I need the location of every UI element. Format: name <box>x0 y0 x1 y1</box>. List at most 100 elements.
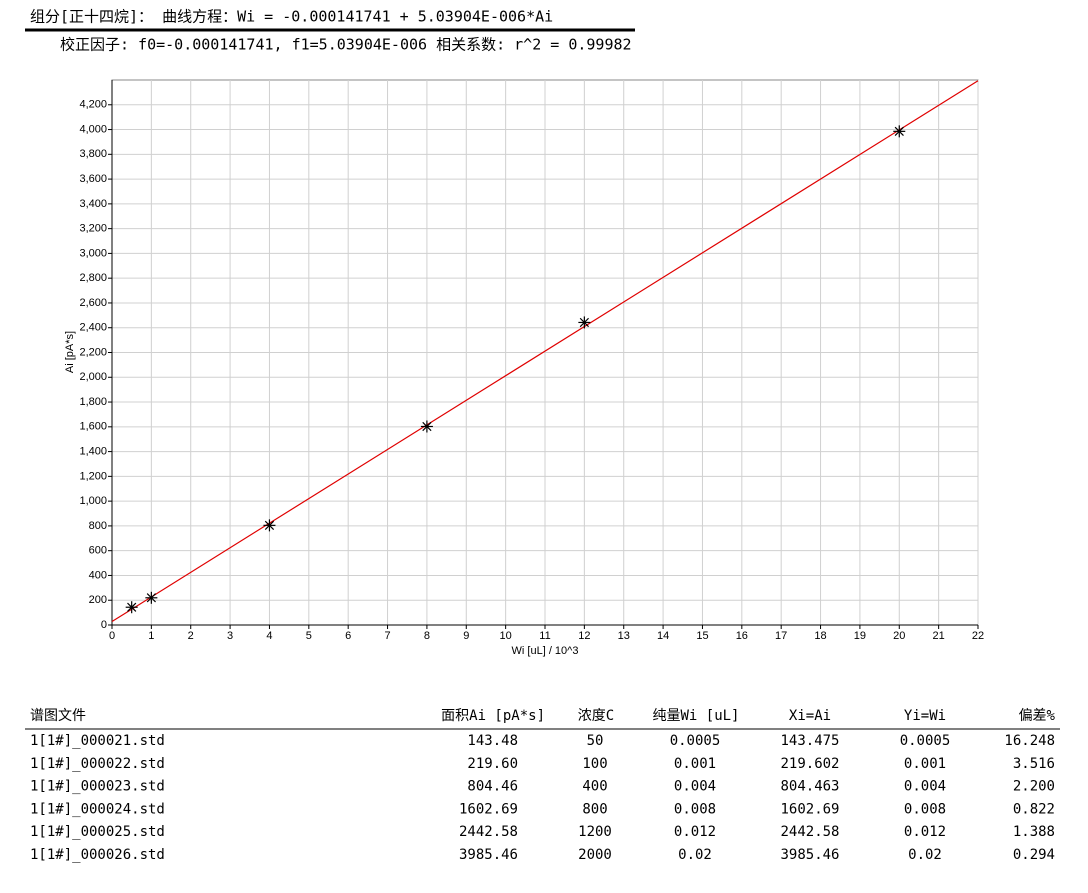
x-tick-label: 21 <box>933 630 945 642</box>
marker-stroke <box>579 317 589 328</box>
x-tick-label: 16 <box>736 630 748 642</box>
data-point <box>578 316 591 329</box>
x-tick-label: 1 <box>148 630 154 642</box>
y-tick-label: 4,200 <box>79 99 107 111</box>
x-tick-label: 9 <box>463 630 469 642</box>
y-tick-label: 4,000 <box>79 123 107 135</box>
y-axis-label: Ai [pA*s] <box>64 331 76 373</box>
x-tick-label: 12 <box>578 630 590 642</box>
y-tick-label: 1,600 <box>79 421 107 433</box>
x-tick-label: 8 <box>424 630 430 642</box>
table-cell: 804.46 <box>467 779 518 795</box>
y-tick-label: 200 <box>89 594 107 606</box>
table-cell: 1[1#]_000024.std <box>30 801 165 817</box>
table-cell: 0.0005 <box>670 733 721 749</box>
data-point <box>145 591 158 604</box>
table-cell: 3.516 <box>1013 756 1055 772</box>
y-tick-label: 3,000 <box>79 247 107 259</box>
x-tick-label: 17 <box>775 630 787 642</box>
table-cell: 1[1#]_000023.std <box>30 779 165 795</box>
table-cell: 800 <box>582 801 607 817</box>
table-cell: 219.60 <box>467 756 518 772</box>
table-cell: 0.008 <box>674 801 716 817</box>
table-header: 纯量Wi [uL] <box>652 708 739 724</box>
table-cell: 0.001 <box>674 756 716 772</box>
y-tick-label: 1,200 <box>79 470 107 482</box>
table-cell: 1.388 <box>1013 824 1055 840</box>
y-tick-label: 400 <box>89 569 107 581</box>
data-point <box>893 125 906 138</box>
table-cell: 400 <box>582 779 607 795</box>
y-tick-label: 3,200 <box>79 223 107 235</box>
table-cell: 1[1#]_000025.std <box>30 824 165 840</box>
x-tick-label: 15 <box>696 630 708 642</box>
table-cell: 2.200 <box>1013 779 1055 795</box>
y-tick-label: 800 <box>89 520 107 532</box>
x-tick-label: 18 <box>814 630 826 642</box>
table-header: 偏差% <box>1019 708 1056 724</box>
y-tick-label: 1,400 <box>79 445 107 457</box>
table-cell: 0.008 <box>904 801 946 817</box>
marker-stroke <box>894 126 904 136</box>
table-cell: 1[1#]_000022.std <box>30 756 165 772</box>
fit-line <box>111 80 979 623</box>
title: 组分[正十四烷]： 曲线方程：Wi = -0.000141741 + 5.039… <box>30 8 553 26</box>
y-tick-label: 600 <box>89 545 107 557</box>
y-tick-label: 2,800 <box>79 272 107 284</box>
y-tick-label: 3,600 <box>79 173 107 185</box>
table-cell: 219.602 <box>780 756 839 772</box>
table-cell: 0.02 <box>678 847 712 863</box>
table-cell: 1200 <box>578 824 612 840</box>
table-cell: 1602.69 <box>780 801 839 817</box>
table-header: Yi=Wi <box>904 708 946 724</box>
data-point <box>420 420 433 433</box>
table-cell: 2000 <box>578 847 612 863</box>
x-tick-label: 0 <box>109 630 115 642</box>
x-tick-label: 2 <box>188 630 194 642</box>
x-tick-label: 22 <box>972 630 984 642</box>
table-cell: 2442.58 <box>780 824 839 840</box>
y-tick-label: 0 <box>101 619 107 631</box>
x-tick-label: 3 <box>227 630 233 642</box>
table-header: 面积Ai [pA*s] <box>441 708 545 724</box>
subtitle: 校正因子: f0=-0.000141741, f1=5.03904E-006 相… <box>60 36 632 54</box>
x-tick-label: 6 <box>345 630 351 642</box>
table-cell: 3985.46 <box>459 847 518 863</box>
y-tick-label: 2,200 <box>79 346 107 358</box>
marker-stroke <box>146 593 156 603</box>
x-tick-label: 20 <box>893 630 905 642</box>
table-cell: 0.001 <box>904 756 946 772</box>
table-cell: 16.248 <box>1004 733 1055 749</box>
data-point <box>125 601 138 614</box>
y-tick-label: 2,600 <box>79 297 107 309</box>
table-cell: 143.48 <box>467 733 518 749</box>
table-cell: 0.822 <box>1013 801 1055 817</box>
table-cell: 0.004 <box>674 779 716 795</box>
table-cell: 1602.69 <box>459 801 518 817</box>
x-tick-label: 13 <box>618 630 630 642</box>
data-point <box>263 519 276 532</box>
table-cell: 0.0005 <box>900 733 951 749</box>
marker-stroke <box>422 421 432 432</box>
table-header: 谱图文件 <box>30 708 86 724</box>
x-tick-label: 5 <box>306 630 312 642</box>
x-tick-label: 4 <box>266 630 272 642</box>
x-tick-label: 11 <box>539 630 550 642</box>
y-tick-label: 3,400 <box>79 198 107 210</box>
table-cell: 2442.58 <box>459 824 518 840</box>
x-tick-label: 14 <box>657 630 669 642</box>
table-header: 浓度C <box>578 708 614 724</box>
table-cell: 804.463 <box>780 779 839 795</box>
table-cell: 0.294 <box>1013 847 1055 863</box>
x-tick-label: 7 <box>384 630 390 642</box>
y-tick-label: 2,000 <box>79 371 107 383</box>
y-tick-label: 1,000 <box>79 495 107 507</box>
table-cell: 143.475 <box>780 733 839 749</box>
table-cell: 50 <box>587 733 604 749</box>
x-axis-label: Wi [uL] / 10^3 <box>512 645 579 657</box>
table-cell: 0.02 <box>908 847 942 863</box>
table-cell: 1[1#]_000021.std <box>30 733 165 749</box>
y-tick-label: 2,400 <box>79 322 107 334</box>
